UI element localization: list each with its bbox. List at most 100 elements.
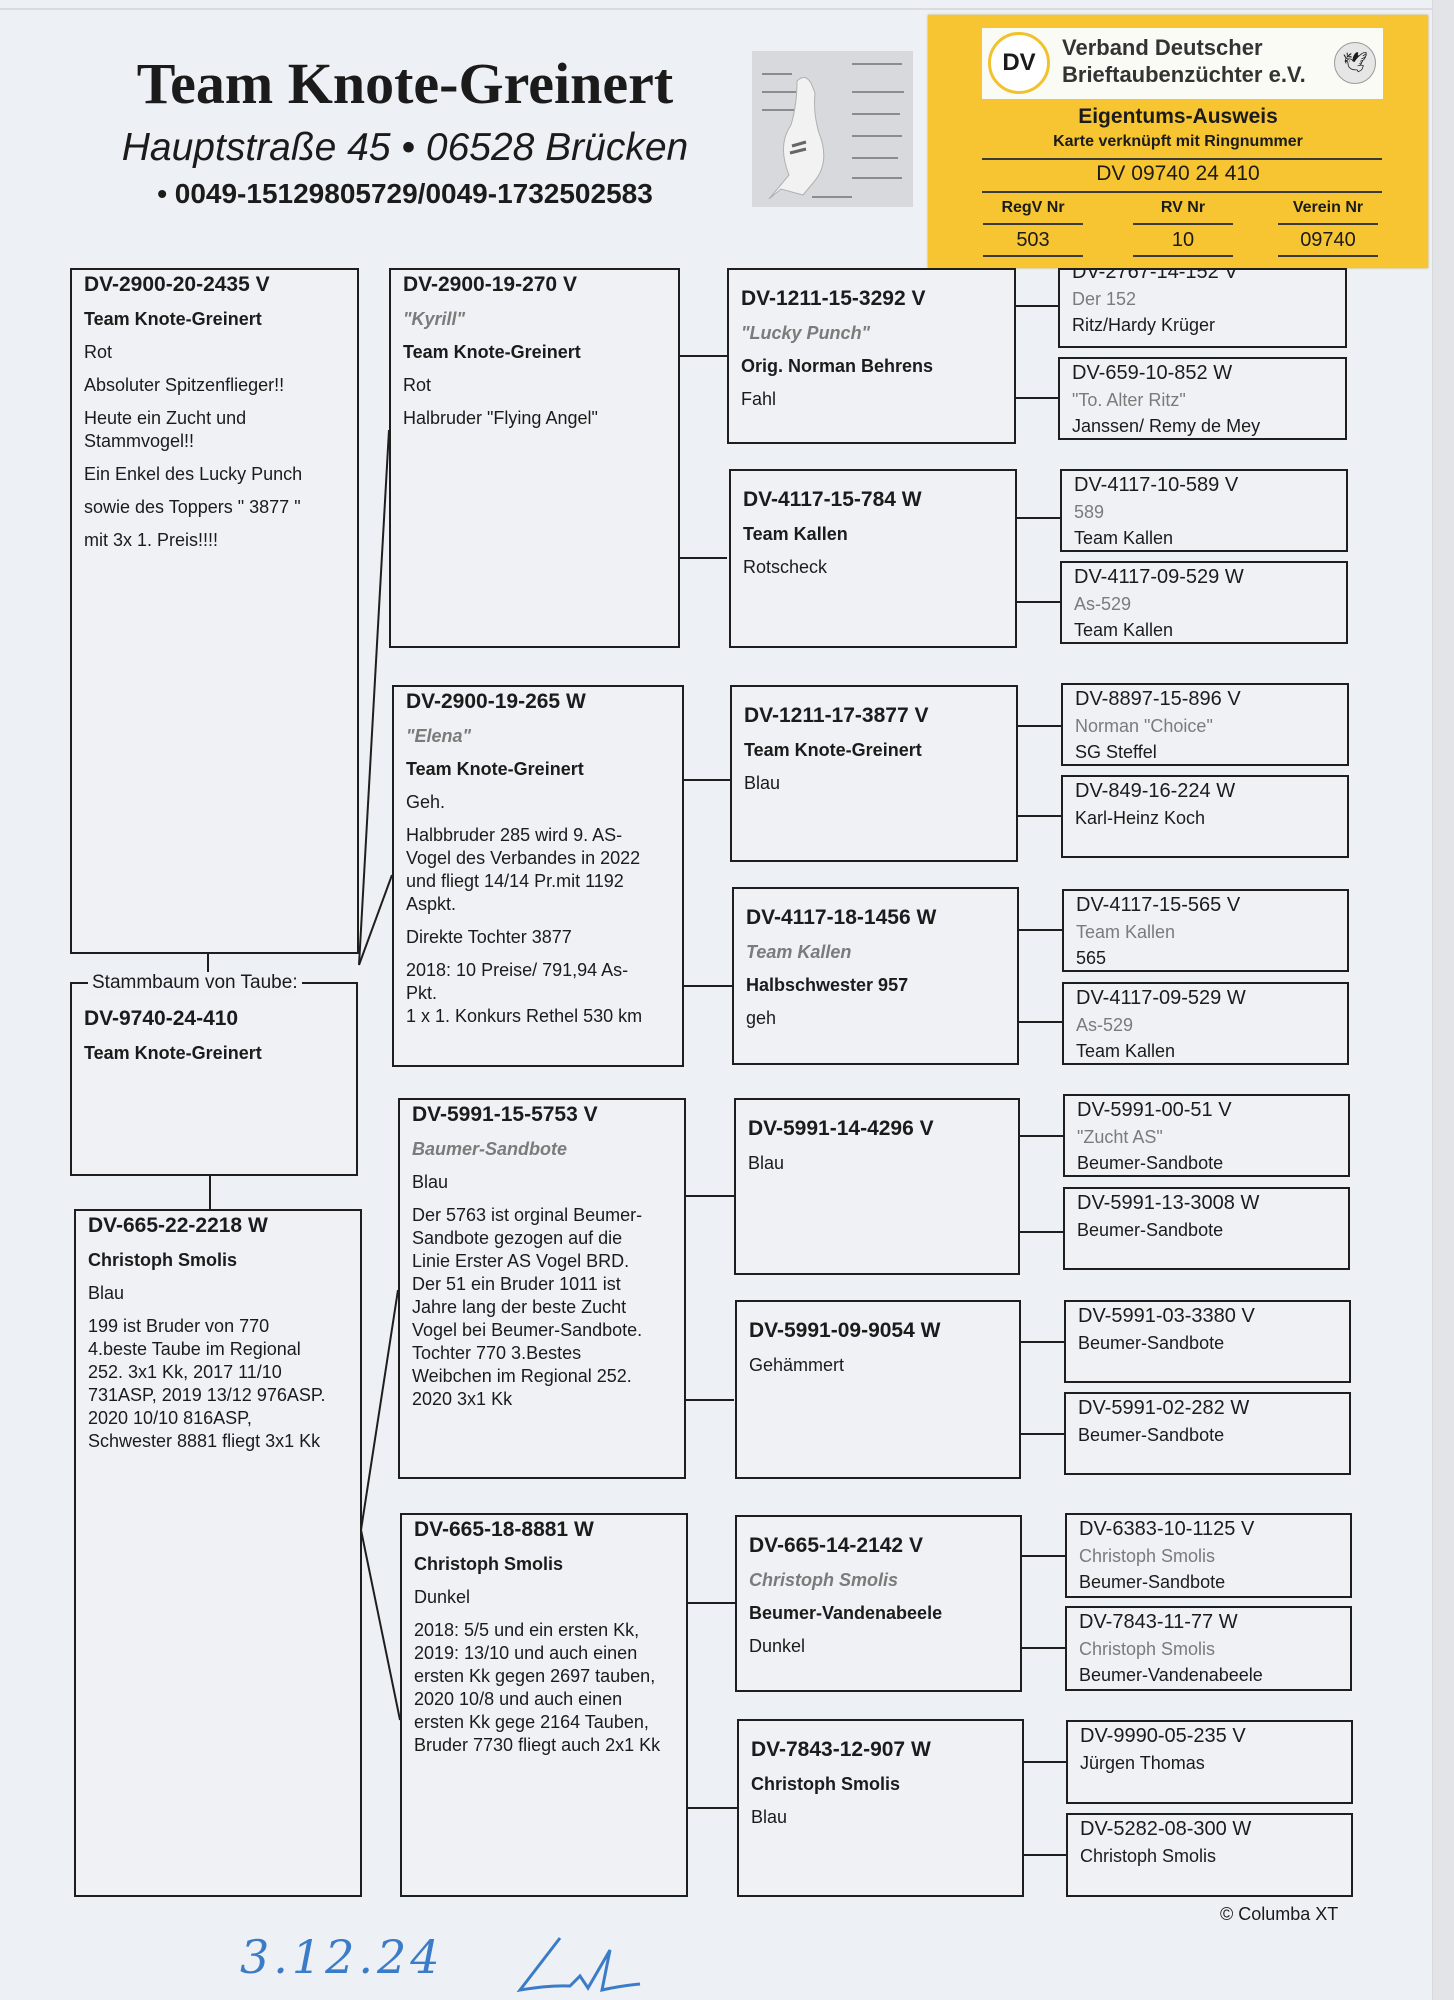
ring-number: DV-4117-15-565 V: [1076, 894, 1241, 916]
field-value: 503: [983, 223, 1083, 257]
ring-number: DV-4117-18-1456 W: [746, 906, 937, 929]
pedigree-text: Fahl: [741, 389, 777, 409]
pedigree-text: Geh.: [406, 792, 446, 812]
pedigree-text: Rot: [84, 342, 113, 362]
card-subtitle: Karte verknüpft mit Ringnummer: [1053, 133, 1303, 150]
card-banner: DV Verband Deutscher Brieftaubenzüchter …: [982, 28, 1383, 99]
pedigree-text: Blau: [751, 1807, 788, 1827]
card-ring-number: DV 09740 24 410: [1096, 162, 1260, 185]
pedigree-text: 2018: 5/5 und ein ersten Kk, 2019: 13/10…: [414, 1620, 661, 1755]
pedigree-text: Beumer-Sandbote: [1078, 1333, 1225, 1353]
pedigree-text: Christoph Smolis: [88, 1250, 238, 1270]
pedigree-text: Blau: [88, 1283, 125, 1303]
ring-number: DV-7843-11-77 W: [1079, 1611, 1238, 1633]
pigeon-name: Christoph Smolis: [1079, 1639, 1216, 1659]
ownership-card: DV Verband Deutscher Brieftaubenzüchter …: [928, 15, 1428, 268]
pedigree-box: DV-2900-19-270 V "Kyrill" Team Knote-Grein…: [389, 268, 680, 648]
pedigree-box: DV-5991-15-5753 V Baumer-Sandbote Blau Der …: [398, 1098, 686, 1479]
pedigree-text: Beumer-Sandbote: [1077, 1153, 1224, 1173]
ring-number: DV-2900-19-270 V: [403, 273, 577, 296]
pigeon-name: Der 152: [1072, 289, 1137, 309]
connector: [358, 429, 390, 966]
pedigree-text: Team Knote-Greinert: [406, 759, 584, 779]
pedigree-text: 199 ist Bruder von 770 4.beste Taube im …: [88, 1316, 326, 1451]
ring-number: DV-9990-05-235 V: [1080, 1725, 1246, 1747]
pedigree-text: Christoph Smolis: [1080, 1846, 1217, 1866]
ring-number: DV-665-18-8881 W: [414, 1518, 594, 1541]
pigeon-name: Baumer-Sandbote: [412, 1139, 568, 1159]
pedigree-text: Orig. Norman Behrens: [741, 356, 934, 376]
pedigree-box: DV-7843-12-907 W Christoph Smolis Blau: [737, 1719, 1024, 1897]
card-title: Eigentums-Ausweis: [1078, 105, 1278, 128]
ring-number: DV-7843-12-907 W: [751, 1738, 931, 1761]
pedigree-box: DV-2767-14-152 V Der 152 Ritz/Hardy Krüger: [1058, 268, 1347, 348]
field-label: RegV Nr: [1001, 199, 1065, 216]
pedigree-box: DV-5991-00-51 V "Zucht AS" Beumer-Sandbote: [1063, 1094, 1350, 1177]
scan-edge: [1432, 0, 1454, 2000]
field-label: RV Nr: [1160, 199, 1206, 216]
pedigree-box: DV-849-16-224 W Karl-Heinz Koch: [1061, 775, 1349, 858]
pedigree-text: Dunkel: [414, 1587, 471, 1607]
ring-number: DV-6383-10-1125 V: [1079, 1518, 1255, 1540]
pigeon-name: Christoph Smolis: [749, 1570, 899, 1590]
pedigree-box: DV-4117-18-1456 W Team Kallen Halbschweste…: [732, 887, 1019, 1065]
pedigree-box: DV-8897-15-896 V Norman "Choice" SG Steffe…: [1061, 683, 1349, 766]
signature: [516, 1937, 641, 1993]
pedigree-text: Absoluter Spitzenflieger!!: [84, 375, 285, 395]
ring-number: DV-4117-09-529 W: [1076, 987, 1246, 1009]
ring-number: DV-1211-15-3292 V: [741, 287, 926, 310]
pedigree-box: DV-4117-10-589 V 589 Team Kallen: [1060, 469, 1348, 552]
ring-number: DV-5991-09-9054 W: [749, 1319, 941, 1342]
breeder: Team Knote-Greinert: [84, 1043, 262, 1063]
pedigree-text: Beumer-Sandbote: [1077, 1220, 1224, 1240]
pedigree-text: Beumer-Sandbote: [1079, 1572, 1226, 1592]
pedigree-box: DV-665-22-2218 W Christoph Smolis Blau 199 …: [74, 1209, 362, 1897]
pedigree-text: 2018: 10 Preise/ 791,94 As- Pkt. 1 x 1. …: [406, 960, 643, 1026]
dv-logo: DV: [988, 32, 1050, 94]
connector: [358, 874, 393, 966]
field-label: Verein Nr: [1292, 199, 1364, 216]
pedigree-text: Halbschwester 957: [746, 975, 909, 995]
pedigree-text: Rot: [403, 375, 432, 395]
pedigree-text: Team Kallen: [1074, 620, 1174, 640]
pigeon-name: "Kyrill": [403, 309, 466, 329]
ring-number: DV-4117-10-589 V: [1074, 474, 1239, 496]
pedigree-box: DV-4117-09-529 W As-529 Team Kallen: [1062, 982, 1349, 1065]
pedigree-text: Janssen/ Remy de Mey: [1072, 416, 1261, 436]
pedigree-text: Christoph Smolis: [414, 1554, 564, 1574]
pedigree-text: Christoph Smolis: [751, 1774, 901, 1794]
pedigree-text: Direkte Tochter 3877: [406, 927, 572, 947]
pedigree-text: Ritz/Hardy Krüger: [1072, 315, 1216, 335]
ring-number: DV-5282-08-300 W: [1080, 1818, 1252, 1840]
scan-edge: [0, 8, 1432, 10]
pedigree-box: DV-2900-19-265 W "Elena" Team Knote-Greine…: [392, 685, 684, 1067]
card-field-rv: RV Nr 10: [1133, 197, 1233, 257]
ring-number: DV-5991-02-282 W: [1078, 1397, 1250, 1419]
pedigree-text: Team Knote-Greinert: [744, 740, 922, 760]
pedigree-text: 565: [1076, 948, 1107, 968]
pedigree-text: Rotscheck: [743, 557, 828, 577]
pedigree-text: Jürgen Thomas: [1080, 1753, 1205, 1773]
pedigree-text: Heute ein Zucht und Stammvogel!!: [84, 408, 247, 451]
ring-number: DV-8897-15-896 V: [1075, 688, 1241, 710]
pedigree-text: Team Kallen: [1074, 528, 1174, 548]
pedigree-text: Dunkel: [749, 1636, 806, 1656]
ring-number: DV-5991-13-3008 W: [1077, 1192, 1260, 1214]
ring-number: DV-4117-15-784 W: [743, 488, 922, 511]
org-line-1: Verband Deutscher: [1062, 35, 1263, 60]
divider: [982, 158, 1382, 160]
pedigree-box: DV-5991-03-3380 V Beumer-Sandbote: [1064, 1300, 1351, 1383]
pigeon-name: "Lucky Punch": [741, 323, 871, 343]
ring-number: DV-2900-20-2435 V: [84, 273, 270, 296]
pedigree-text: Karl-Heinz Koch: [1075, 808, 1206, 828]
pedigree-box: DV-659-10-852 W "To. Alter Ritz" Janssen/ …: [1058, 357, 1347, 440]
ring-number: DV-9740-24-410: [84, 1007, 239, 1030]
pedigree-text: Blau: [748, 1153, 785, 1173]
pedigree-text: Team Kallen: [743, 524, 848, 544]
org-line-2: Brieftaubenzüchter e.V.: [1062, 62, 1306, 87]
pedigree-box: DV-6383-10-1125 V Christoph Smolis Beumer-…: [1065, 1513, 1352, 1598]
pedigree-box: DV-5991-09-9054 W Gehämmert: [735, 1300, 1021, 1479]
pedigree-box: DV-2900-20-2435 V Team Knote-Greinert Rot A…: [70, 268, 359, 954]
ring-number: DV-849-16-224 W: [1075, 780, 1236, 802]
